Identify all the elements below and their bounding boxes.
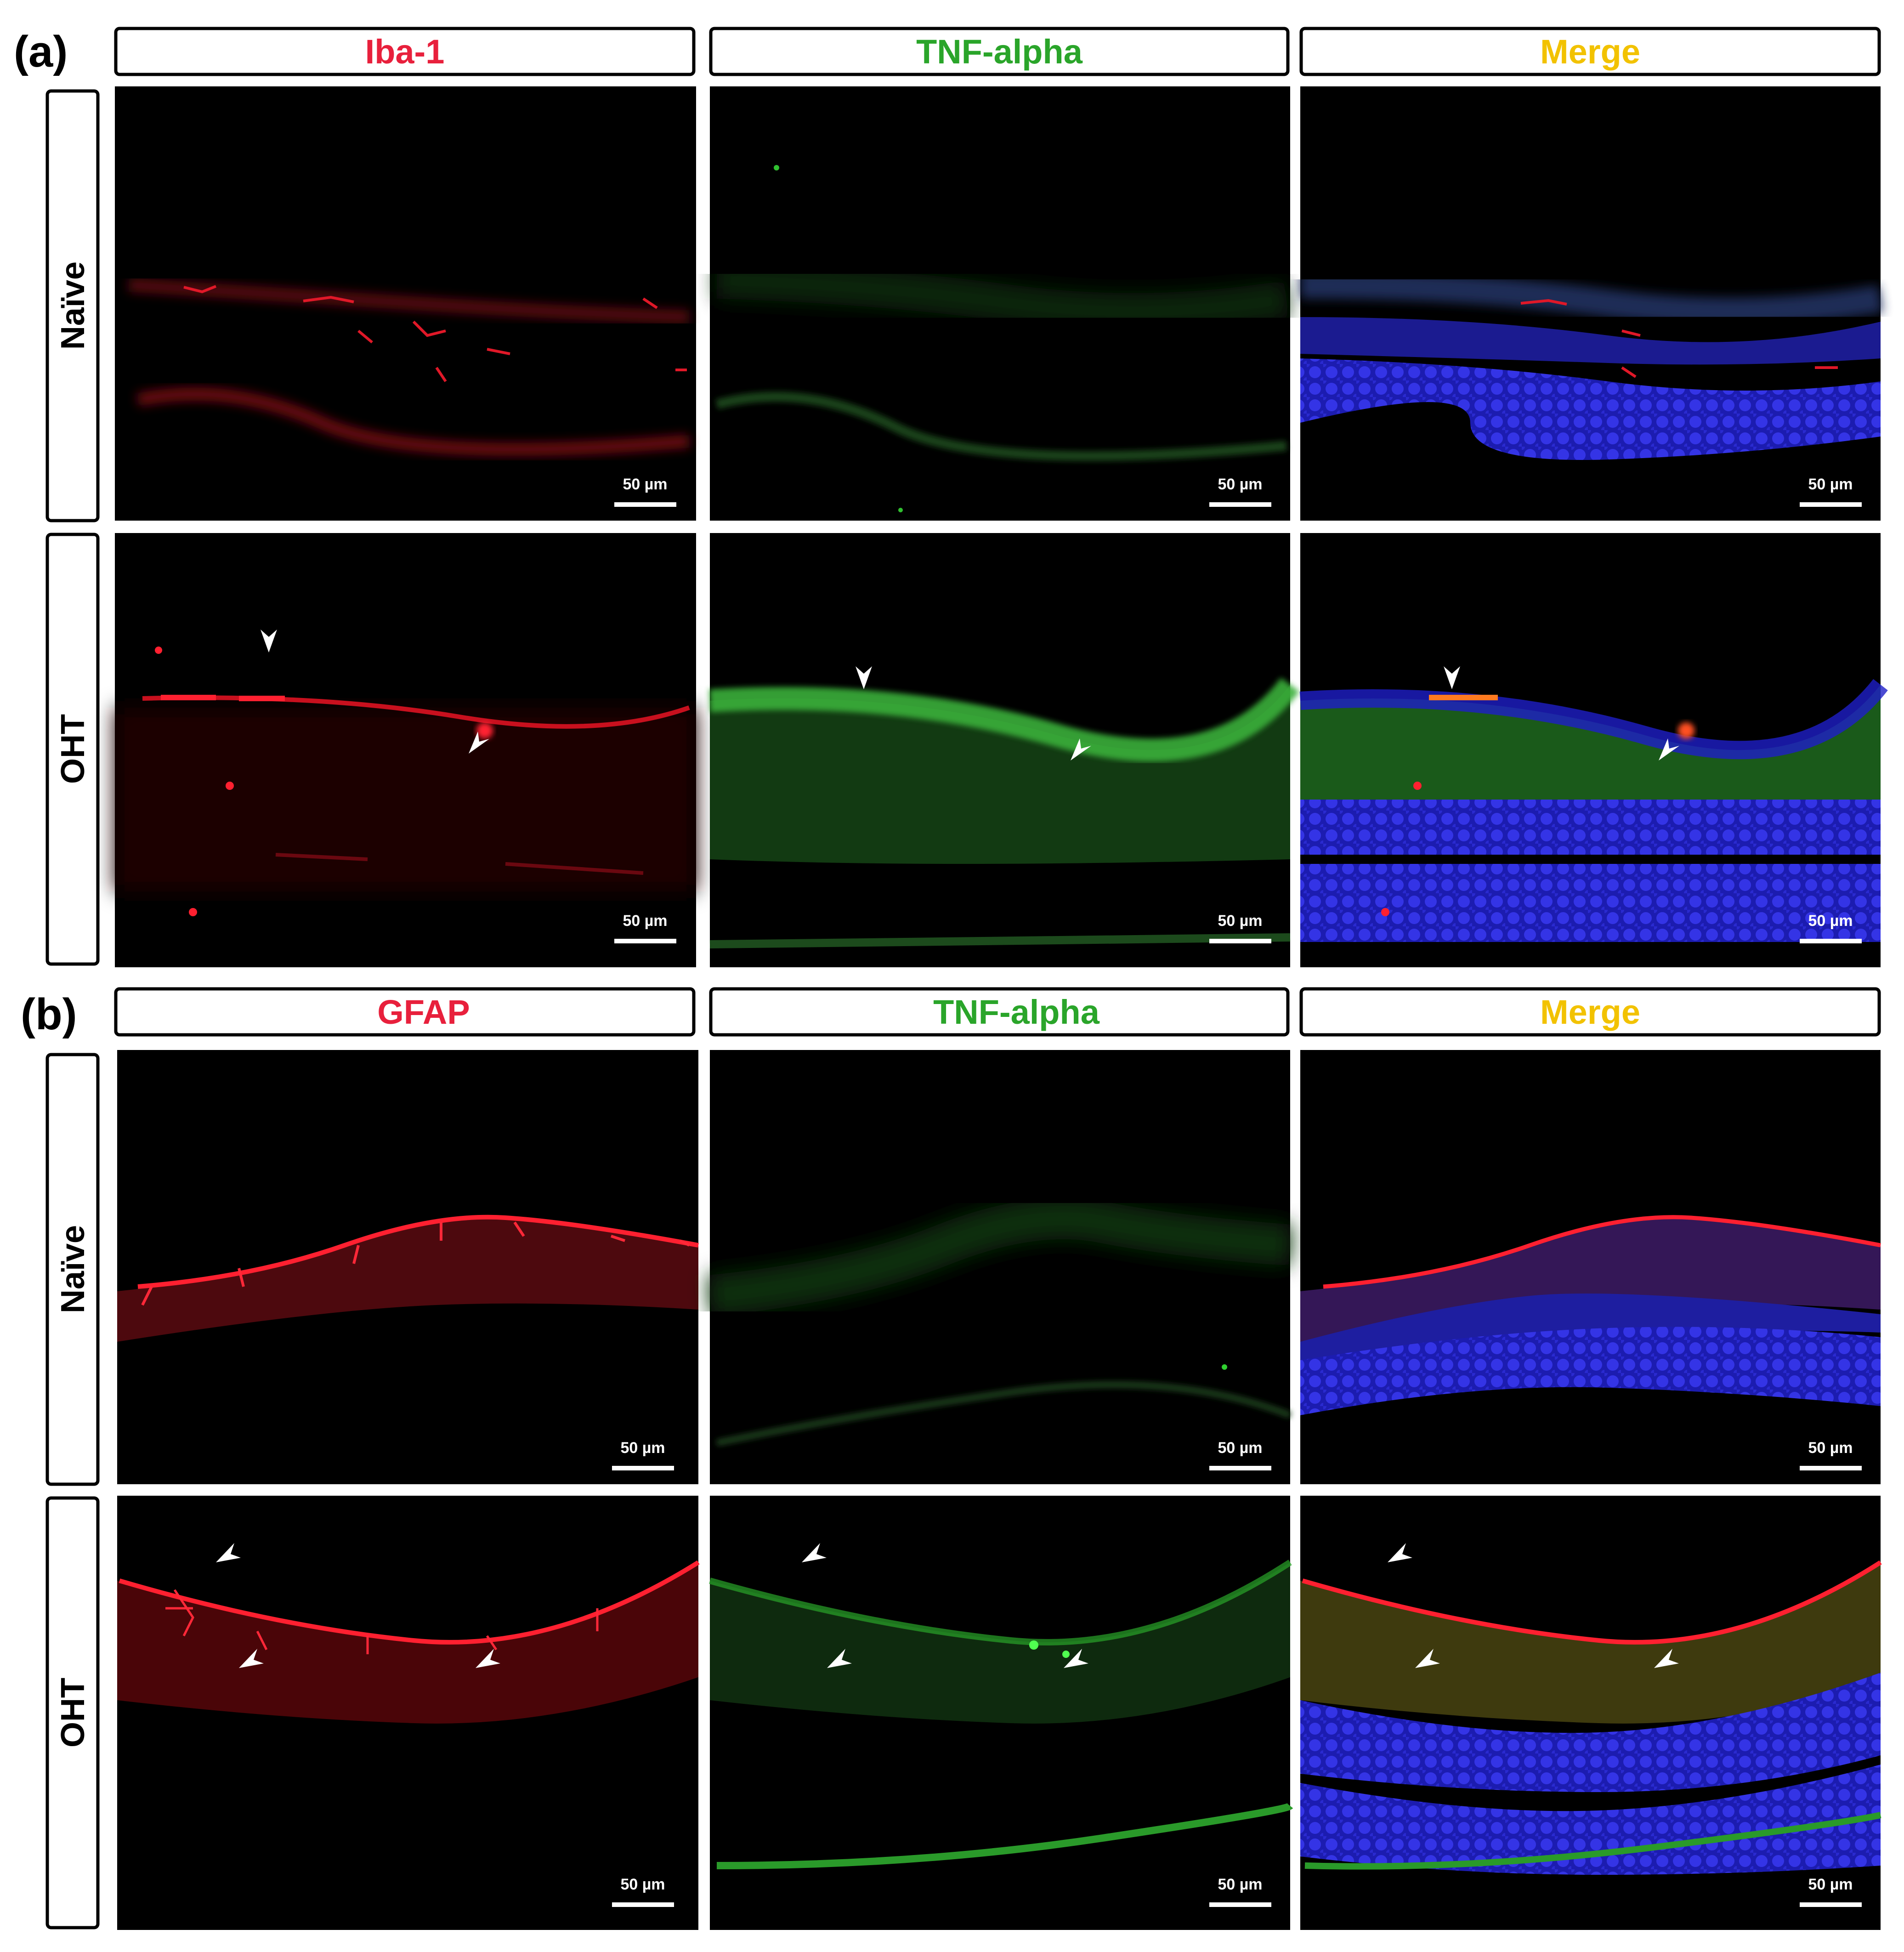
arrowhead-icon [469,732,489,754]
arrowhead-icon [476,1649,500,1668]
row-naive-label: Naïve [55,261,91,350]
panel-a-header-merge: Merge [1299,27,1881,76]
arrowhead-icon [216,1543,241,1562]
image-a-naive-tnf: 50 µm [710,86,1290,521]
scalebar-label: 50 µm [1808,1439,1853,1457]
header-tnf-label: TNF-alpha [933,993,1100,1031]
panel-b-header-tnf: TNF-alpha [709,987,1290,1037]
image-a-oht-merge: 50 µm [1299,533,1888,967]
scalebar-label: 50 µm [1808,1876,1853,1893]
row-naive-label: Naïve [55,1225,91,1313]
image-b-oht-merge: 50 µm [1300,1496,1882,1930]
image-b-naive-merge: 50 µm [1300,1050,1881,1484]
panel-a-header-iba1: Iba-1 [114,27,696,76]
panel-b-header-gfap: GFAP [114,987,696,1037]
scalebar-label: 50 µm [620,1439,665,1457]
image-a-naive-merge: 50 µm [1300,86,1883,521]
header-merge-label: Merge [1540,33,1640,71]
arrowhead-icon [1415,1649,1440,1668]
header-gfap-label: GFAP [377,993,470,1031]
panel-a-row-label-naive: Naïve [45,89,100,522]
image-b-oht-tnf: 50 µm [709,1496,1293,1930]
row-oht-label: OHT [55,714,91,784]
arrowhead-icon [1071,738,1091,760]
panel-b-header-merge: Merge [1299,987,1881,1037]
arrowhead-icon [1654,1649,1679,1668]
panel-b-row-label-oht: OHT [45,1496,100,1929]
header-iba1-label: Iba-1 [365,33,445,71]
arrowhead-icon [856,666,872,689]
scalebar-label: 50 µm [623,476,667,493]
arrowhead-icon [1064,1649,1088,1668]
panel-label-a: (a) [14,27,68,76]
image-b-naive-tnf: 50 µm [708,1050,1292,1484]
scalebar-label: 50 µm [1218,476,1262,493]
arrowhead-icon [802,1543,827,1562]
header-tnf-label: TNF-alpha [916,33,1083,71]
image-a-oht-iba1: 50 µm [115,533,696,967]
panel-a-header-tnf: TNF-alpha [709,27,1290,76]
arrowhead-icon [827,1649,852,1668]
panel-b-row-label-naive: Naïve [45,1053,100,1486]
image-b-naive-gfap: 50 µm [117,1050,699,1484]
scalebar-label: 50 µm [1808,476,1853,493]
scalebar-label: 50 µm [620,1876,665,1893]
scalebar-label: 50 µm [1218,1876,1262,1893]
arrowhead-icon [239,1649,264,1668]
arrowhead-icon [1659,738,1679,760]
arrowhead-icon [1444,666,1460,689]
image-a-naive-iba1: 50 µm [115,86,696,521]
arrowhead-icon [261,630,277,653]
panel-a-row-label-oht: OHT [45,533,100,966]
image-a-oht-tnf: 50 µm [709,533,1299,967]
scalebar-label: 50 µm [1218,912,1262,930]
arrowhead-icon [1388,1543,1412,1562]
image-b-oht-gfap: 50 µm [117,1496,700,1930]
scalebar-label: 50 µm [623,912,667,930]
header-merge-label: Merge [1540,993,1640,1031]
scalebar-label: 50 µm [1218,1439,1262,1457]
row-oht-label: OHT [55,1678,91,1748]
panel-label-b: (b) [21,990,77,1039]
scalebar-label: 50 µm [1808,912,1853,930]
